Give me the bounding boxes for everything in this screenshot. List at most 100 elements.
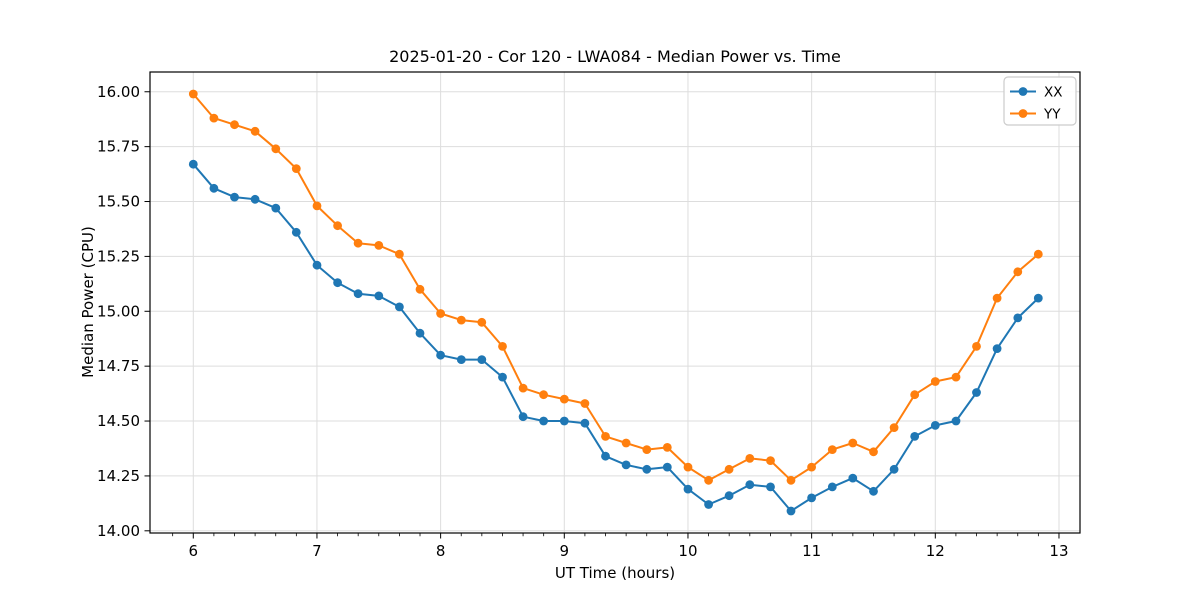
- data-point-XX: [436, 350, 445, 360]
- data-point-XX: [374, 291, 384, 301]
- x-tick-label: 10: [678, 542, 697, 560]
- legend-marker-icon: [1018, 109, 1028, 118]
- y-tick-label: 14.50: [97, 412, 140, 430]
- data-point-XX: [745, 480, 755, 490]
- data-point-YY: [539, 390, 548, 400]
- y-tick-label: 15.00: [97, 302, 140, 320]
- data-point-YY: [621, 438, 631, 448]
- data-point-YY: [642, 445, 652, 454]
- data-point-YY: [848, 438, 858, 448]
- data-point-YY: [869, 447, 878, 457]
- x-axis-label: UT Time (hours): [554, 564, 676, 582]
- data-point-XX: [250, 194, 260, 204]
- data-point-XX: [498, 372, 507, 382]
- data-point-YY: [477, 317, 487, 327]
- data-point-XX: [930, 421, 940, 430]
- data-point-XX: [580, 418, 590, 428]
- legend-label: YY: [1043, 106, 1061, 122]
- data-point-XX: [766, 482, 775, 492]
- data-point-XX: [353, 289, 363, 299]
- data-point-XX: [992, 344, 1002, 353]
- y-tick-label: 14.25: [97, 467, 140, 485]
- x-tick-label: 11: [802, 542, 821, 560]
- data-point-YY: [312, 201, 322, 211]
- data-point-XX: [1033, 293, 1043, 303]
- plot-border: [149, 71, 1081, 534]
- data-point-YY: [683, 462, 693, 472]
- data-point-YY: [992, 293, 1002, 303]
- data-point-YY: [209, 113, 219, 123]
- y-tick-label: 14.75: [97, 357, 140, 375]
- data-point-YY: [766, 456, 775, 465]
- x-tick-label: 13: [1049, 542, 1068, 560]
- data-point-YY: [889, 423, 899, 432]
- data-point-YY: [807, 462, 816, 472]
- data-point-YY: [456, 315, 466, 325]
- data-point-YY: [951, 372, 961, 382]
- y-axis-label: Median Power (CPU): [79, 226, 97, 378]
- data-point-XX: [786, 506, 796, 516]
- data-point-XX: [230, 192, 239, 202]
- data-point-YY: [559, 394, 569, 404]
- data-point-XX: [559, 416, 569, 426]
- data-point-XX: [642, 464, 652, 474]
- data-point-XX: [910, 432, 920, 441]
- data-point-YY: [230, 120, 239, 130]
- data-point-XX: [972, 388, 981, 397]
- data-point-XX: [539, 416, 548, 426]
- data-point-XX: [848, 473, 858, 483]
- data-point-XX: [188, 159, 198, 169]
- data-point-XX: [621, 460, 631, 470]
- data-point-XX: [869, 486, 878, 496]
- legend-marker-icon: [1018, 87, 1028, 96]
- data-point-YY: [972, 342, 981, 351]
- data-point-XX: [477, 355, 487, 364]
- data-point-YY: [374, 241, 384, 250]
- data-point-YY: [745, 454, 755, 463]
- y-tick-label: 15.75: [97, 138, 140, 156]
- data-point-XX: [807, 493, 816, 503]
- x-tick-label: 9: [560, 542, 570, 560]
- data-point-YY: [333, 221, 342, 231]
- data-point-YY: [786, 475, 796, 485]
- data-point-YY: [724, 464, 734, 474]
- data-point-XX: [827, 482, 837, 492]
- data-point-YY: [291, 164, 301, 174]
- data-point-YY: [580, 399, 590, 408]
- legend-box: [1003, 76, 1077, 126]
- data-point-YY: [930, 377, 940, 386]
- data-point-YY: [250, 126, 260, 136]
- data-point-XX: [724, 491, 734, 501]
- data-point-YY: [415, 284, 425, 294]
- data-point-XX: [1013, 313, 1023, 323]
- data-point-YY: [188, 89, 198, 99]
- data-point-YY: [436, 309, 445, 318]
- y-tick-label: 15.25: [97, 247, 140, 265]
- data-point-YY: [395, 249, 404, 259]
- x-tick-label: 8: [436, 542, 446, 560]
- data-point-XX: [312, 260, 322, 270]
- data-point-XX: [456, 355, 466, 364]
- data-point-YY: [353, 238, 363, 248]
- data-point-XX: [395, 302, 404, 312]
- data-point-YY: [271, 144, 281, 154]
- chart-title: 2025-01-20 - Cor 120 - LWA084 - Median P…: [389, 47, 841, 66]
- data-point-XX: [889, 464, 899, 474]
- data-point-XX: [415, 328, 425, 338]
- data-point-XX: [333, 278, 342, 288]
- data-point-XX: [601, 451, 610, 461]
- x-tick-label: 6: [189, 542, 199, 560]
- data-point-YY: [498, 342, 507, 351]
- y-tick-label: 16.00: [97, 83, 140, 101]
- x-tick-label: 12: [926, 542, 945, 560]
- series-line-XX: [192, 163, 1040, 512]
- data-point-YY: [518, 383, 528, 393]
- data-point-YY: [1033, 249, 1043, 259]
- data-point-XX: [704, 500, 713, 509]
- data-point-YY: [1013, 267, 1023, 277]
- data-point-YY: [704, 475, 713, 485]
- data-point-YY: [910, 390, 920, 400]
- data-point-XX: [209, 183, 219, 193]
